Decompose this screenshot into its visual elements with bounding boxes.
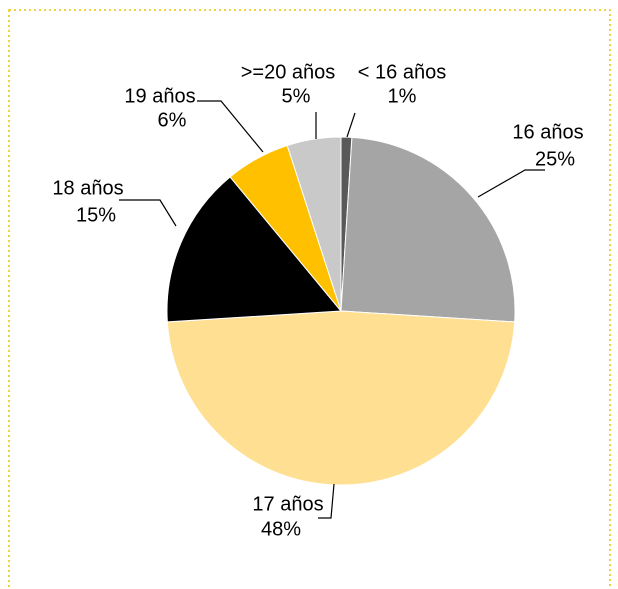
leader-line xyxy=(197,100,264,153)
pie-slice xyxy=(340,136,516,323)
slice-label: 16 años xyxy=(512,121,583,143)
slice-label: 18 años xyxy=(52,177,123,199)
leader-line xyxy=(477,169,545,198)
leader-line xyxy=(119,199,177,227)
pie-slice xyxy=(166,310,516,486)
leader-line xyxy=(318,483,335,519)
slice-value: 1% xyxy=(388,85,417,107)
slice-label: >=20 años xyxy=(241,61,336,83)
slice-value: 5% xyxy=(282,85,311,107)
pie-slice xyxy=(166,176,343,323)
frame xyxy=(8,9,611,589)
slice-value: 25% xyxy=(535,148,575,170)
slice-value: 48% xyxy=(261,518,301,540)
slice-value: 6% xyxy=(158,109,187,131)
slice-label: 17 años xyxy=(252,493,323,515)
slice-label: < 16 años xyxy=(358,61,446,83)
pie-slice xyxy=(286,136,342,312)
slice-label: 19 años xyxy=(124,85,195,107)
leader-line xyxy=(346,112,356,138)
slice-value: 15% xyxy=(76,204,116,226)
